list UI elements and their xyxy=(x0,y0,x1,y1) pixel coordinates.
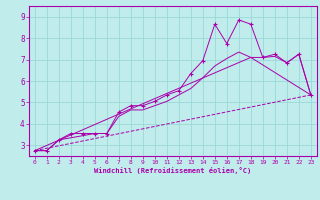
X-axis label: Windchill (Refroidissement éolien,°C): Windchill (Refroidissement éolien,°C) xyxy=(94,167,252,174)
